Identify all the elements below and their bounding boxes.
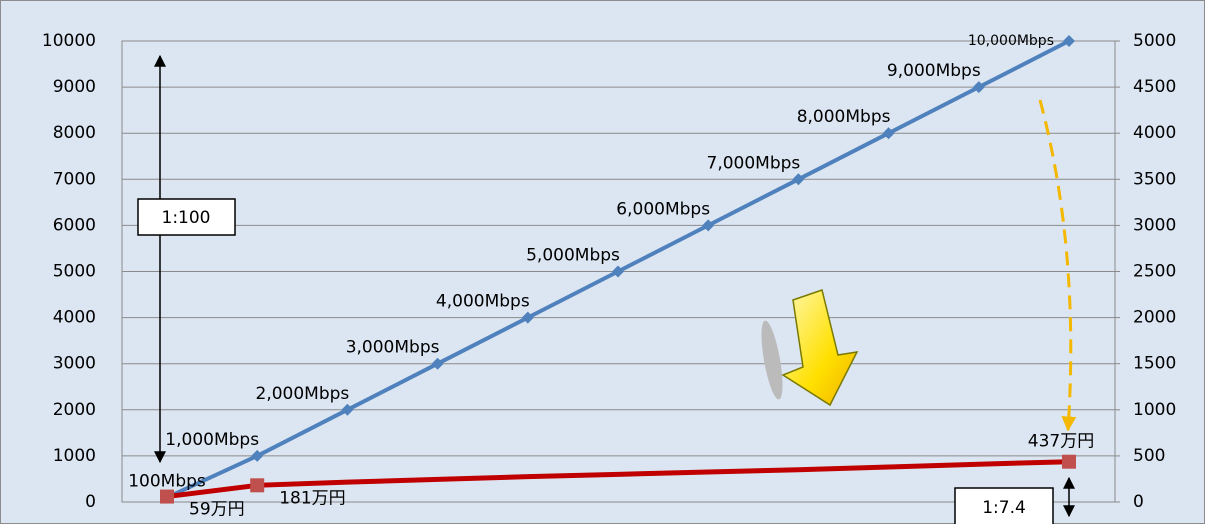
data-label: 6,000Mbps (616, 199, 710, 219)
y-tick-label: 1000 (53, 446, 96, 466)
data-label: 100Mbps (128, 471, 206, 491)
down-arrow (781, 289, 859, 407)
point-marker (431, 357, 444, 370)
arrow-shadow (761, 320, 783, 400)
y2-tick-label: 1000 (1133, 400, 1176, 420)
point-marker (882, 127, 895, 140)
annotation-box (137, 198, 236, 236)
y2-tick-label: 4500 (1133, 77, 1176, 97)
y-tick-label: 8000 (53, 123, 96, 143)
dashed-arrow (1038, 99, 1077, 432)
y-tick-label: 0 (85, 492, 96, 512)
point-marker (250, 478, 265, 493)
point-marker (1062, 454, 1076, 469)
point-marker (612, 265, 624, 278)
point-marker (1063, 35, 1075, 47)
point-marker (341, 403, 354, 416)
y-tick-label: 7000 (53, 169, 96, 189)
point-marker (160, 489, 174, 504)
y2-tick-label: 3500 (1133, 169, 1176, 189)
y-tick-label: 4000 (53, 308, 96, 328)
y-tick-label: 9000 (53, 77, 96, 97)
annotation-box (954, 487, 1054, 524)
y2-tick-label: 2500 (1133, 262, 1176, 282)
y-tick-label: 6000 (53, 215, 96, 235)
point-marker (972, 81, 985, 94)
annotation: 1:100 (162, 208, 211, 228)
y-tick-label: 3000 (53, 354, 96, 374)
data-label: 181万円 (279, 488, 345, 508)
data-label: 5,000Mbps (526, 246, 620, 266)
annotation: 1:7.4 (982, 498, 1026, 518)
y-tick-label: 2000 (53, 400, 96, 420)
data-label: 4,000Mbps (436, 292, 530, 312)
series-line (166, 459, 1070, 500)
data-label: 9,000Mbps (887, 61, 981, 81)
y2-tick-label: 500 (1133, 446, 1165, 466)
y-tick-label: 5000 (53, 262, 96, 282)
y2-tick-label: 3000 (1133, 215, 1176, 235)
data-label: 59万円 (189, 500, 245, 520)
data-label: 2,000Mbps (256, 384, 350, 404)
point-marker (702, 219, 715, 232)
point-marker (251, 449, 264, 462)
y-tick-label: 10000 (42, 31, 96, 51)
data-label: 1,000Mbps (165, 430, 259, 450)
data-label: 10,000Mbps (968, 33, 1054, 49)
data-label: 7,000Mbps (707, 153, 801, 173)
point-marker (792, 173, 805, 186)
data-label: 8,000Mbps (797, 107, 891, 127)
data-label: 437万円 (1028, 432, 1094, 452)
y2-tick-label: 0 (1133, 492, 1144, 512)
data-label: 3,000Mbps (346, 338, 440, 358)
point-marker (521, 311, 534, 324)
y2-tick-label: 2000 (1133, 308, 1176, 328)
y2-tick-label: 5000 (1133, 31, 1176, 51)
y2-tick-label: 1500 (1133, 354, 1176, 374)
y2-tick-label: 4000 (1133, 123, 1176, 143)
